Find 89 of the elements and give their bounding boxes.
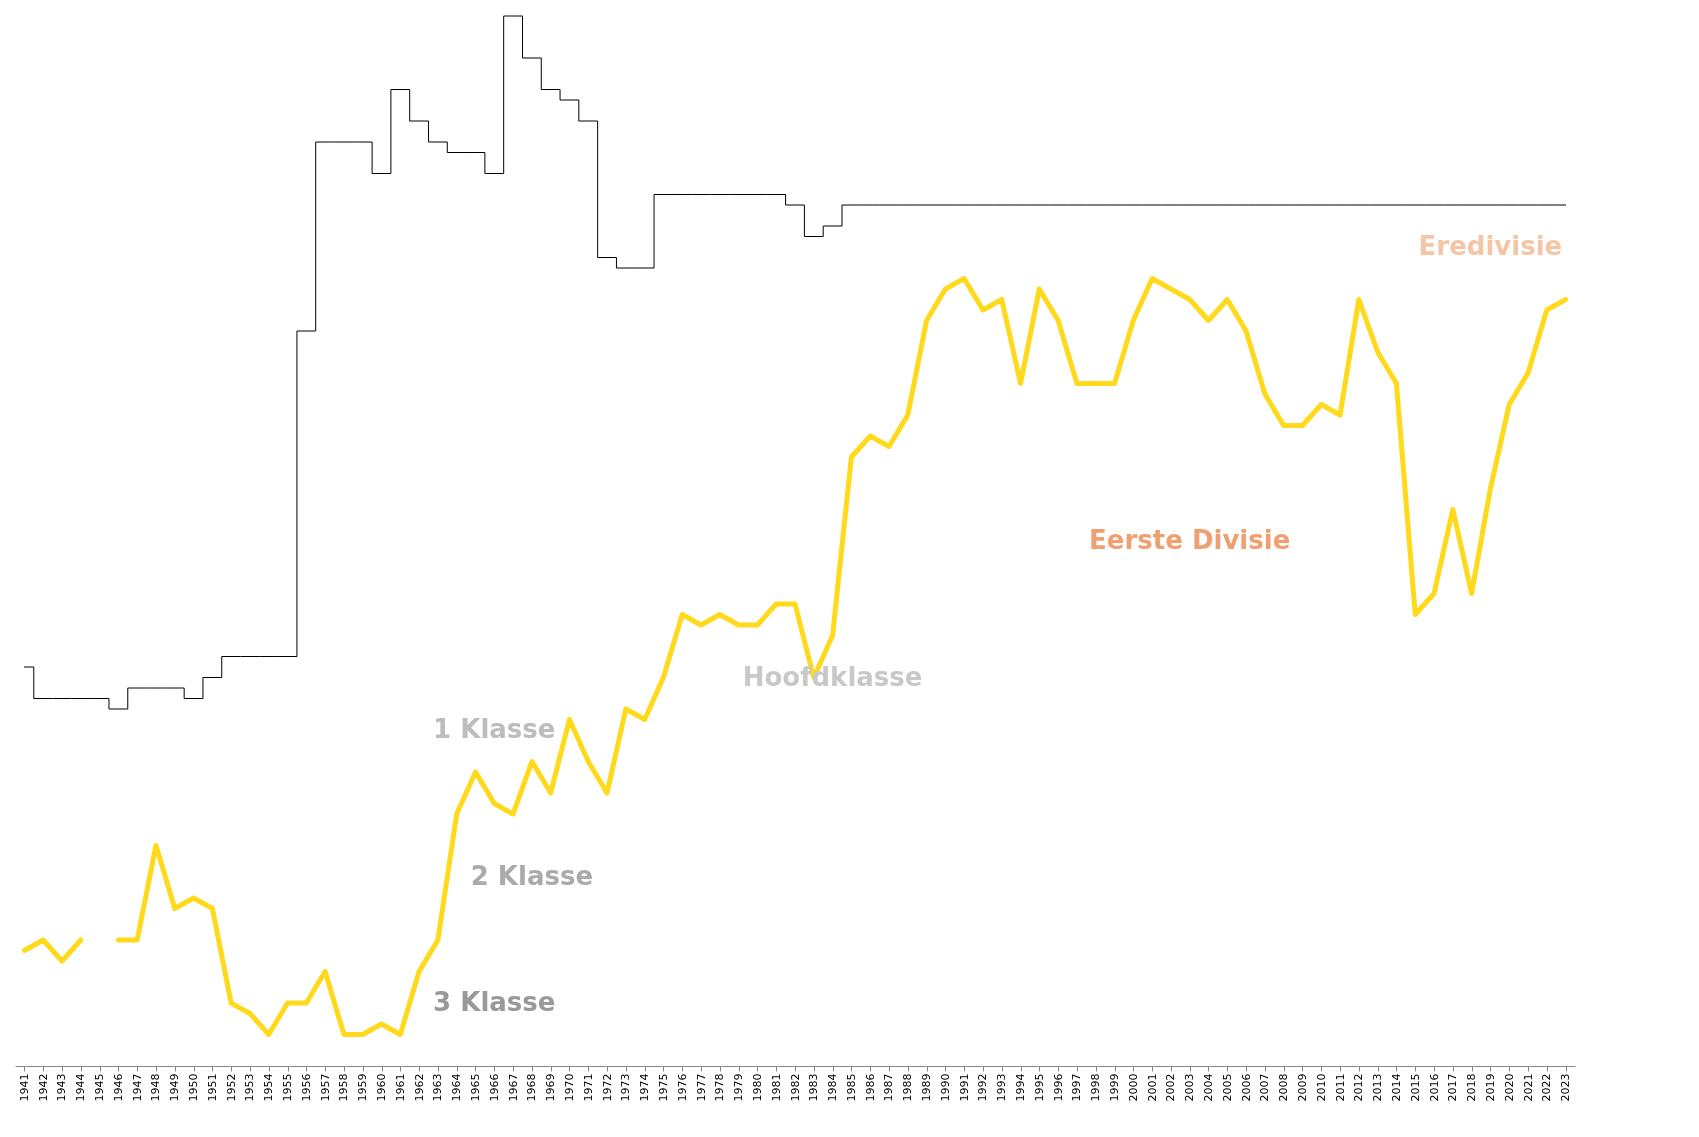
x-tick-label: 2002 [1164, 1073, 1178, 1102]
x-tick-label: 1984 [826, 1073, 840, 1102]
x-tick-label: 1950 [187, 1073, 201, 1102]
x-tick-label: 2009 [1295, 1073, 1309, 1102]
x-tick-label: 1971 [581, 1073, 595, 1102]
x-tick-label: 2022 [1540, 1073, 1554, 1102]
x-tick-label: 2011 [1333, 1073, 1347, 1102]
x-tick-label: 1956 [299, 1073, 313, 1102]
x-tick-label: 1993 [995, 1073, 1009, 1102]
x-tick-label: 1949 [168, 1073, 182, 1102]
annotation: 2 Klasse [470, 861, 594, 891]
x-tick-label: 1974 [638, 1073, 652, 1102]
x-tick-label: 2016 [1427, 1073, 1441, 1102]
x-tick-label: 2007 [1258, 1073, 1272, 1102]
annotation: Eerste Divisie [1089, 525, 1291, 555]
x-tick-label: 1967 [506, 1073, 520, 1102]
x-tick-label: 2012 [1352, 1073, 1366, 1102]
x-tick-label: 1973 [619, 1073, 633, 1102]
x-tick-label: 1982 [788, 1073, 802, 1102]
x-tick-label: 1998 [1089, 1073, 1103, 1102]
x-tick-label: 1964 [450, 1073, 464, 1102]
x-tick-label: 1997 [1070, 1073, 1084, 1102]
x-tick-label: 1988 [901, 1073, 915, 1102]
x-tick-label: 1975 [656, 1073, 670, 1102]
x-tick-label: 1947 [130, 1073, 144, 1102]
x-tick-label: 2020 [1502, 1073, 1516, 1102]
x-tick-label: 1983 [807, 1073, 821, 1102]
x-tick-label: 2006 [1239, 1073, 1253, 1102]
x-tick-label: 1945 [93, 1073, 107, 1102]
x-tick-label: 1954 [262, 1073, 276, 1102]
x-tick-label: 1981 [769, 1073, 783, 1102]
x-tick-label: 2017 [1446, 1073, 1460, 1102]
x-tick-label: 1986 [863, 1073, 877, 1102]
x-tick-label: 1990 [938, 1073, 952, 1102]
x-tick-label: 1994 [1014, 1073, 1028, 1102]
x-tick-label: 1972 [600, 1073, 614, 1102]
x-tick-label: 1944 [74, 1073, 88, 1102]
x-tick-label: 1953 [243, 1073, 257, 1102]
x-tick-label: 1995 [1032, 1073, 1046, 1102]
x-tick-label: 1991 [957, 1073, 971, 1102]
x-tick-label: 1948 [149, 1073, 163, 1102]
annotation: 3 Klasse [433, 987, 556, 1017]
x-tick-label: 1943 [55, 1073, 69, 1102]
x-tick-label: 1941 [17, 1073, 31, 1102]
x-tick-label: 1960 [375, 1073, 389, 1102]
x-tick-label: 2013 [1371, 1073, 1385, 1102]
x-tick-label: 1957 [318, 1073, 332, 1102]
x-tick-label: 2008 [1277, 1073, 1291, 1102]
x-tick-label: 1989 [920, 1073, 934, 1102]
x-tick-label: 1958 [337, 1073, 351, 1102]
x-tick-label: 1979 [732, 1073, 746, 1102]
x-tick-label: 1961 [393, 1073, 407, 1102]
x-tick-label: 2000 [1126, 1073, 1140, 1102]
x-tick-label: 2019 [1483, 1073, 1497, 1102]
x-tick-label: 1969 [544, 1073, 558, 1102]
x-tick-label: 1985 [844, 1073, 858, 1102]
x-tick-label: 1951 [205, 1073, 219, 1102]
x-tick-label: 1963 [431, 1073, 445, 1102]
x-tick-label: 2001 [1145, 1073, 1159, 1102]
x-tick-label: 1978 [713, 1073, 727, 1102]
x-tick-label: 2014 [1389, 1073, 1403, 1102]
x-tick-label: 1968 [525, 1073, 539, 1102]
annotation: 1 Klasse [433, 714, 556, 744]
x-tick-label: 1987 [882, 1073, 896, 1102]
x-tick-label: 1996 [1051, 1073, 1065, 1102]
x-tick-label: 1999 [1108, 1073, 1122, 1102]
annotation: Hoofdklasse [742, 661, 923, 692]
x-tick-label: 1980 [750, 1073, 764, 1102]
x-tick-label: 1966 [487, 1073, 501, 1102]
x-tick-label: 2005 [1220, 1073, 1234, 1102]
x-tick-label: 2023 [1559, 1073, 1573, 1102]
x-tick-label: 2004 [1201, 1073, 1215, 1102]
x-tick-label: 1977 [694, 1073, 708, 1102]
x-tick-label: 1976 [675, 1073, 689, 1102]
x-tick-label: 1952 [224, 1073, 238, 1102]
x-tick-label: 1962 [412, 1073, 426, 1102]
x-tick-label: 1965 [468, 1073, 482, 1102]
x-tick-label: 1992 [976, 1073, 990, 1102]
annotation: Eredivisie [1418, 231, 1563, 261]
x-tick-label: 1955 [281, 1073, 295, 1102]
x-tick-label: 1942 [36, 1073, 50, 1102]
x-tick-label: 2015 [1408, 1073, 1422, 1102]
x-tick-label: 2021 [1521, 1073, 1535, 1102]
x-tick-label: 2003 [1183, 1073, 1197, 1102]
x-tick-label: 1959 [356, 1073, 370, 1102]
x-tick-label: 1946 [111, 1073, 125, 1102]
x-tick-label: 2010 [1314, 1073, 1328, 1102]
x-tick-label: 2018 [1465, 1073, 1479, 1102]
x-tick-label: 1970 [562, 1073, 576, 1102]
